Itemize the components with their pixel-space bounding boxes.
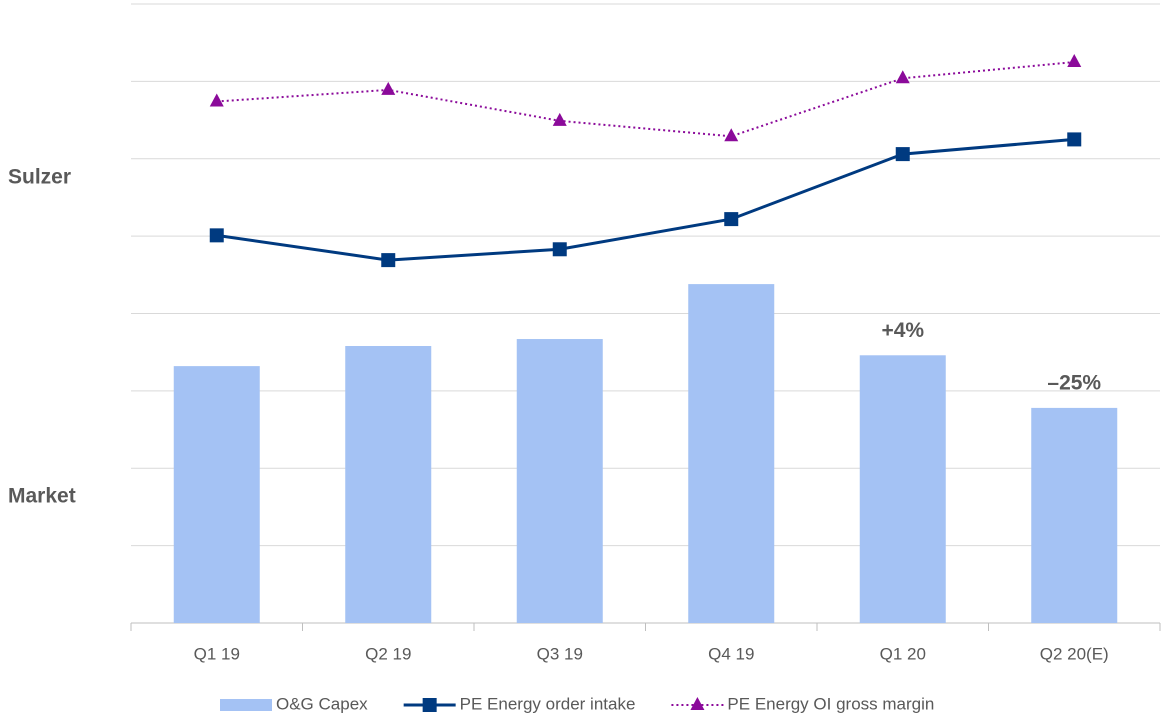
- marker: [1067, 54, 1082, 68]
- marker: [724, 128, 739, 142]
- marker: [552, 112, 567, 126]
- x-tick-label: Q2 19: [365, 644, 411, 663]
- marker: [1067, 132, 1082, 147]
- marker: [895, 147, 910, 162]
- marker: [895, 70, 910, 84]
- marker: [381, 81, 396, 95]
- legend-marker: [690, 697, 705, 710]
- side-label: Sulzer: [8, 166, 71, 189]
- line: [216, 61, 1075, 138]
- marker: [724, 212, 739, 227]
- annotation: –25%: [1047, 371, 1101, 394]
- bar: [516, 339, 603, 623]
- annotation: +4%: [881, 319, 924, 342]
- x-tick-label: Q4 19: [708, 644, 754, 663]
- bar: [1031, 407, 1118, 623]
- bar: [688, 284, 775, 623]
- marker: [209, 228, 224, 243]
- x-tick-label: Q2 20(E): [1040, 644, 1109, 663]
- x-tick-label: Q3 19: [537, 644, 583, 663]
- marker: [209, 93, 224, 107]
- legend-swatch: [220, 699, 272, 711]
- legend-marker: [422, 698, 437, 712]
- bar: [859, 355, 946, 623]
- side-label: Market: [8, 485, 76, 508]
- legend-label: O&G Capex: [276, 694, 368, 713]
- marker: [552, 242, 567, 257]
- line: [216, 137, 1075, 262]
- x-tick-label: Q1 20: [880, 644, 926, 663]
- marker: [381, 253, 396, 268]
- x-tick-label: Q1 19: [194, 644, 240, 663]
- legend-label: PE Energy OI gross margin: [727, 694, 934, 713]
- bar: [173, 366, 260, 623]
- bar: [345, 345, 432, 623]
- legend-label: PE Energy order intake: [460, 694, 636, 713]
